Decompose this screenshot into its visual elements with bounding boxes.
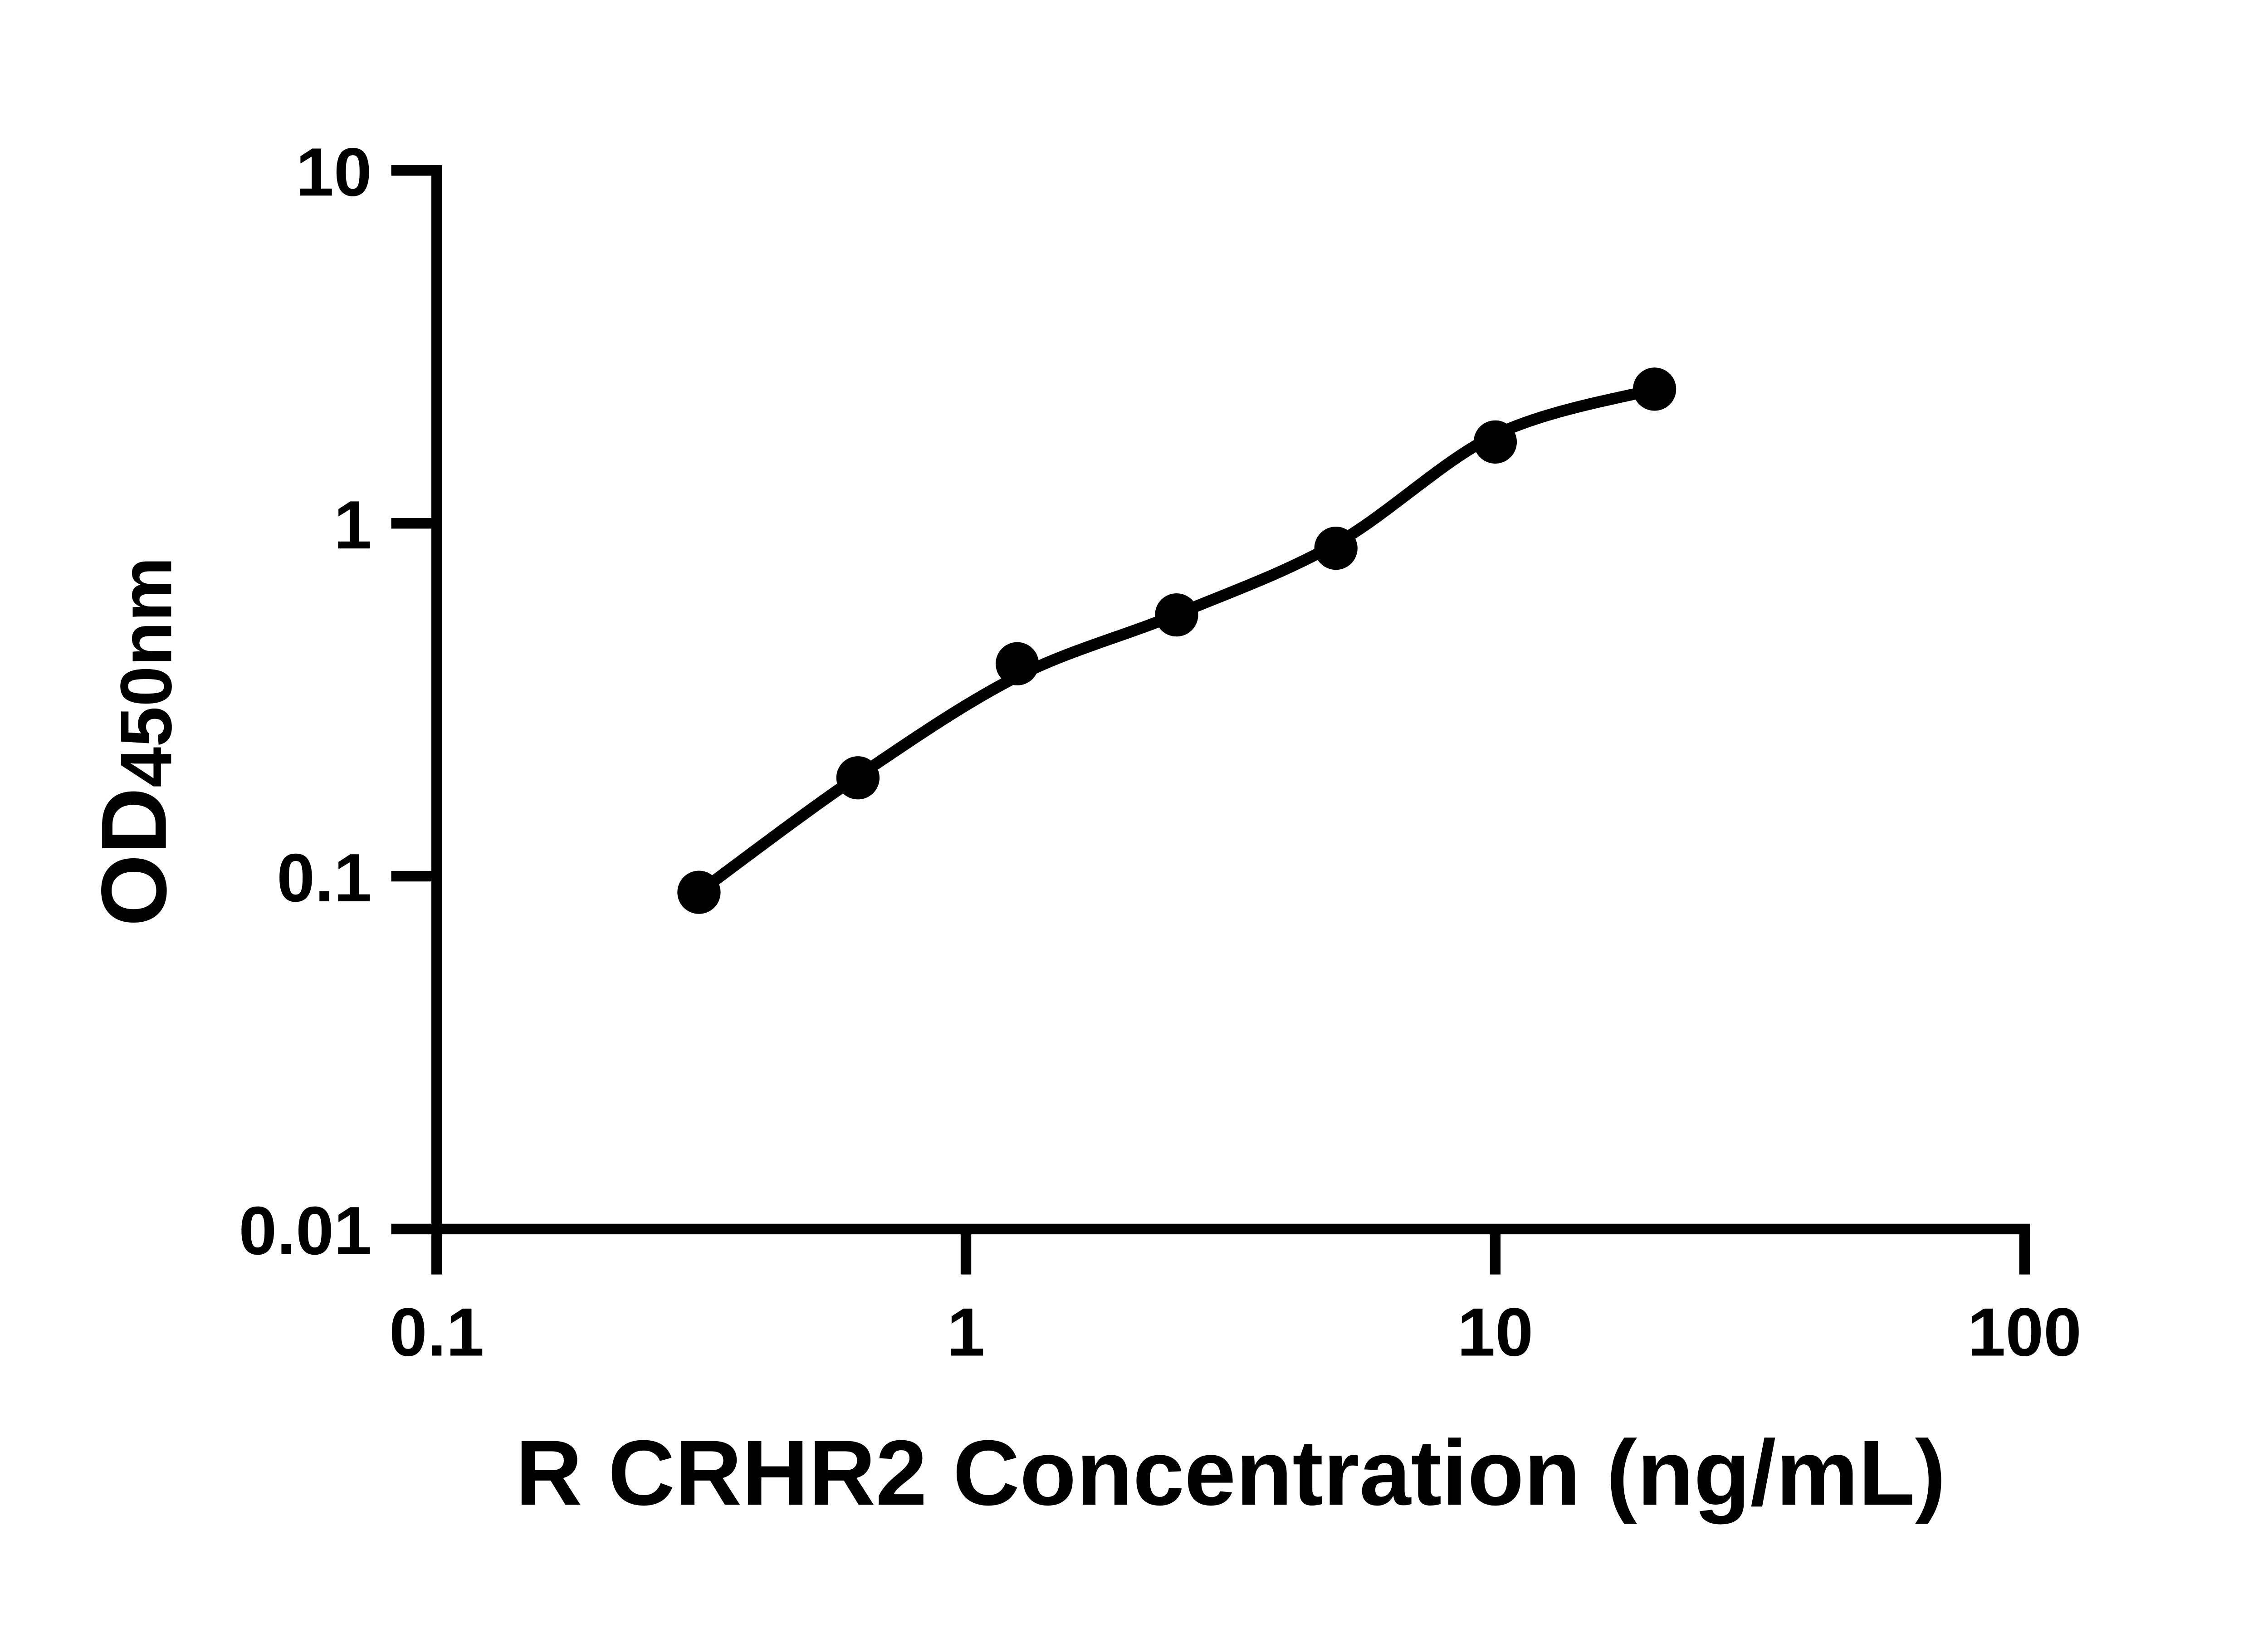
x-axis-title: R CRHR2 Concentration (ng/mL) xyxy=(515,1421,1945,1525)
y-tick-label-0.1: 0.1 xyxy=(277,840,372,916)
x-tick-label-100: 100 xyxy=(1968,1294,2082,1370)
data-point-0-x-0.313 xyxy=(677,870,721,914)
y-axis-title-base: OD xyxy=(83,787,186,926)
y-tick-label-0.01: 0.01 xyxy=(239,1193,371,1269)
data-point-6-x-20 xyxy=(1633,367,1677,411)
data-point-5-x-10 xyxy=(1473,420,1517,464)
y-axis-title-subscript: 450nm xyxy=(105,557,186,787)
data-point-3-x-2.5 xyxy=(1155,593,1198,636)
axis-tick-marks xyxy=(391,165,2030,1275)
x-tick-label-0.1: 0.1 xyxy=(389,1294,484,1370)
data-point-2-x-1.25 xyxy=(995,642,1039,685)
y-tick-label-10: 10 xyxy=(296,134,372,210)
fit-curve-line xyxy=(702,383,1661,891)
x-tick-label-1: 1 xyxy=(947,1294,985,1370)
data-point-1-x-0.625 xyxy=(836,756,880,800)
y-tick-label-1: 1 xyxy=(334,487,372,563)
y-axis-title: OD450nm xyxy=(83,557,187,926)
x-tick-label-10: 10 xyxy=(1457,1294,1534,1370)
data-point-4-x-5 xyxy=(1314,526,1358,570)
axes xyxy=(431,165,2030,1234)
data-points-group xyxy=(677,367,1677,914)
elisa-standard-curve-figure: 0.1 1 10 100 10 1 0.1 0.01 R CRHR2 Concentratio… xyxy=(0,22,2268,1611)
